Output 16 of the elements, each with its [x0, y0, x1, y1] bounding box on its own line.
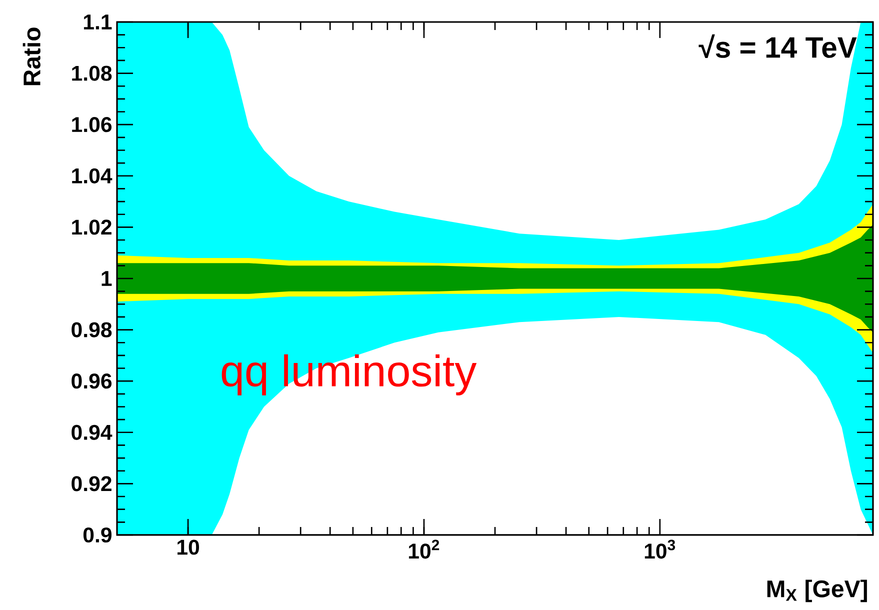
- y-tick-label: 1.04: [72, 168, 112, 184]
- x-axis-title: M$_{X}$ [GeV]: [767, 580, 867, 602]
- y-tick-label: 1.06: [72, 117, 112, 132]
- y-tick-label: 1.1: [84, 14, 112, 30]
- y-tick-label: 1.02: [72, 220, 112, 235]
- y-tick-label: 1.08: [72, 66, 112, 81]
- y-axis-title: Ratio: [22, 28, 40, 86]
- x-tick-label: 10$^{3}$: [644, 540, 676, 559]
- y-tick-label: 0.96: [72, 374, 112, 389]
- y-tick-label: 1: [102, 271, 112, 286]
- y-tick-label: 0.92: [72, 476, 112, 492]
- x-tick-label: 10: [178, 540, 200, 555]
- y-tick-label: 0.94: [72, 424, 112, 440]
- x-tick-label: 10$^{2}$: [408, 540, 440, 559]
- y-tick-label: 0.98: [72, 322, 112, 338]
- y-tick-label: 0.9: [83, 527, 112, 543]
